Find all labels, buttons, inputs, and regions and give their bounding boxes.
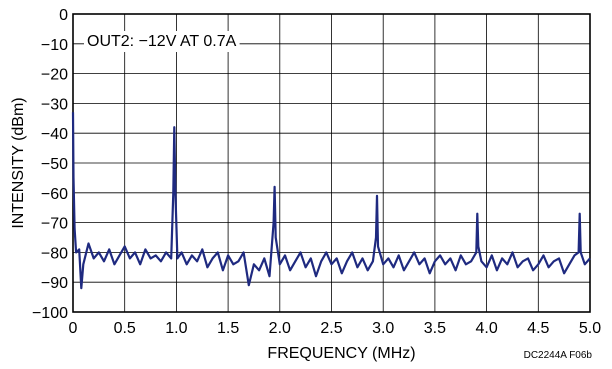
x-tick-label: 5.0: [579, 320, 601, 337]
x-tick-label: 4.5: [527, 320, 549, 337]
annotation-background: [84, 31, 240, 52]
x-tick-label: 2.5: [320, 320, 342, 337]
y-tick-label: −100: [32, 305, 68, 322]
x-tick-label: 4.0: [475, 320, 497, 337]
y-tick-label: −40: [41, 126, 68, 143]
y-tick-label: −80: [41, 245, 68, 262]
y-tick-label: −70: [41, 216, 68, 233]
y-tick-labels: 0 −10 −20 −30 −40 −50 −60 −70 −80 −90 −100: [32, 7, 68, 322]
x-tick-label: 1.0: [165, 320, 187, 337]
y-tick-label: −60: [41, 186, 68, 203]
spectrum-series-line: [71, 112, 591, 290]
figure-id: DC2244A F06b: [524, 350, 593, 361]
y-tick-label: −90: [41, 275, 68, 292]
x-axis-label: FREQUENCY (MHz): [267, 345, 415, 362]
annotation-text: OUT2: −12V AT 0.7A: [87, 33, 237, 50]
y-tick-label: −50: [41, 156, 68, 173]
x-tick-label: 3.5: [424, 320, 446, 337]
x-tick-label: 2.0: [269, 320, 291, 337]
x-tick-label: 1.5: [217, 320, 239, 337]
x-tick-labels: 0 0.5 1.0 1.5 2.0 2.5 3.0 3.5 4.0 4.5 5.0: [69, 320, 602, 337]
x-tick-label: 0: [69, 320, 78, 337]
grid: [73, 14, 590, 312]
y-tick-label: 0: [59, 7, 68, 24]
y-axis-label: INTENSITY (dBm): [10, 97, 27, 228]
x-tick-label: 0.5: [114, 320, 136, 337]
y-tick-label: −10: [41, 37, 68, 54]
y-tick-label: −30: [41, 96, 68, 113]
y-tick-label: −20: [41, 67, 68, 84]
x-tick-label: 3.0: [372, 320, 394, 337]
